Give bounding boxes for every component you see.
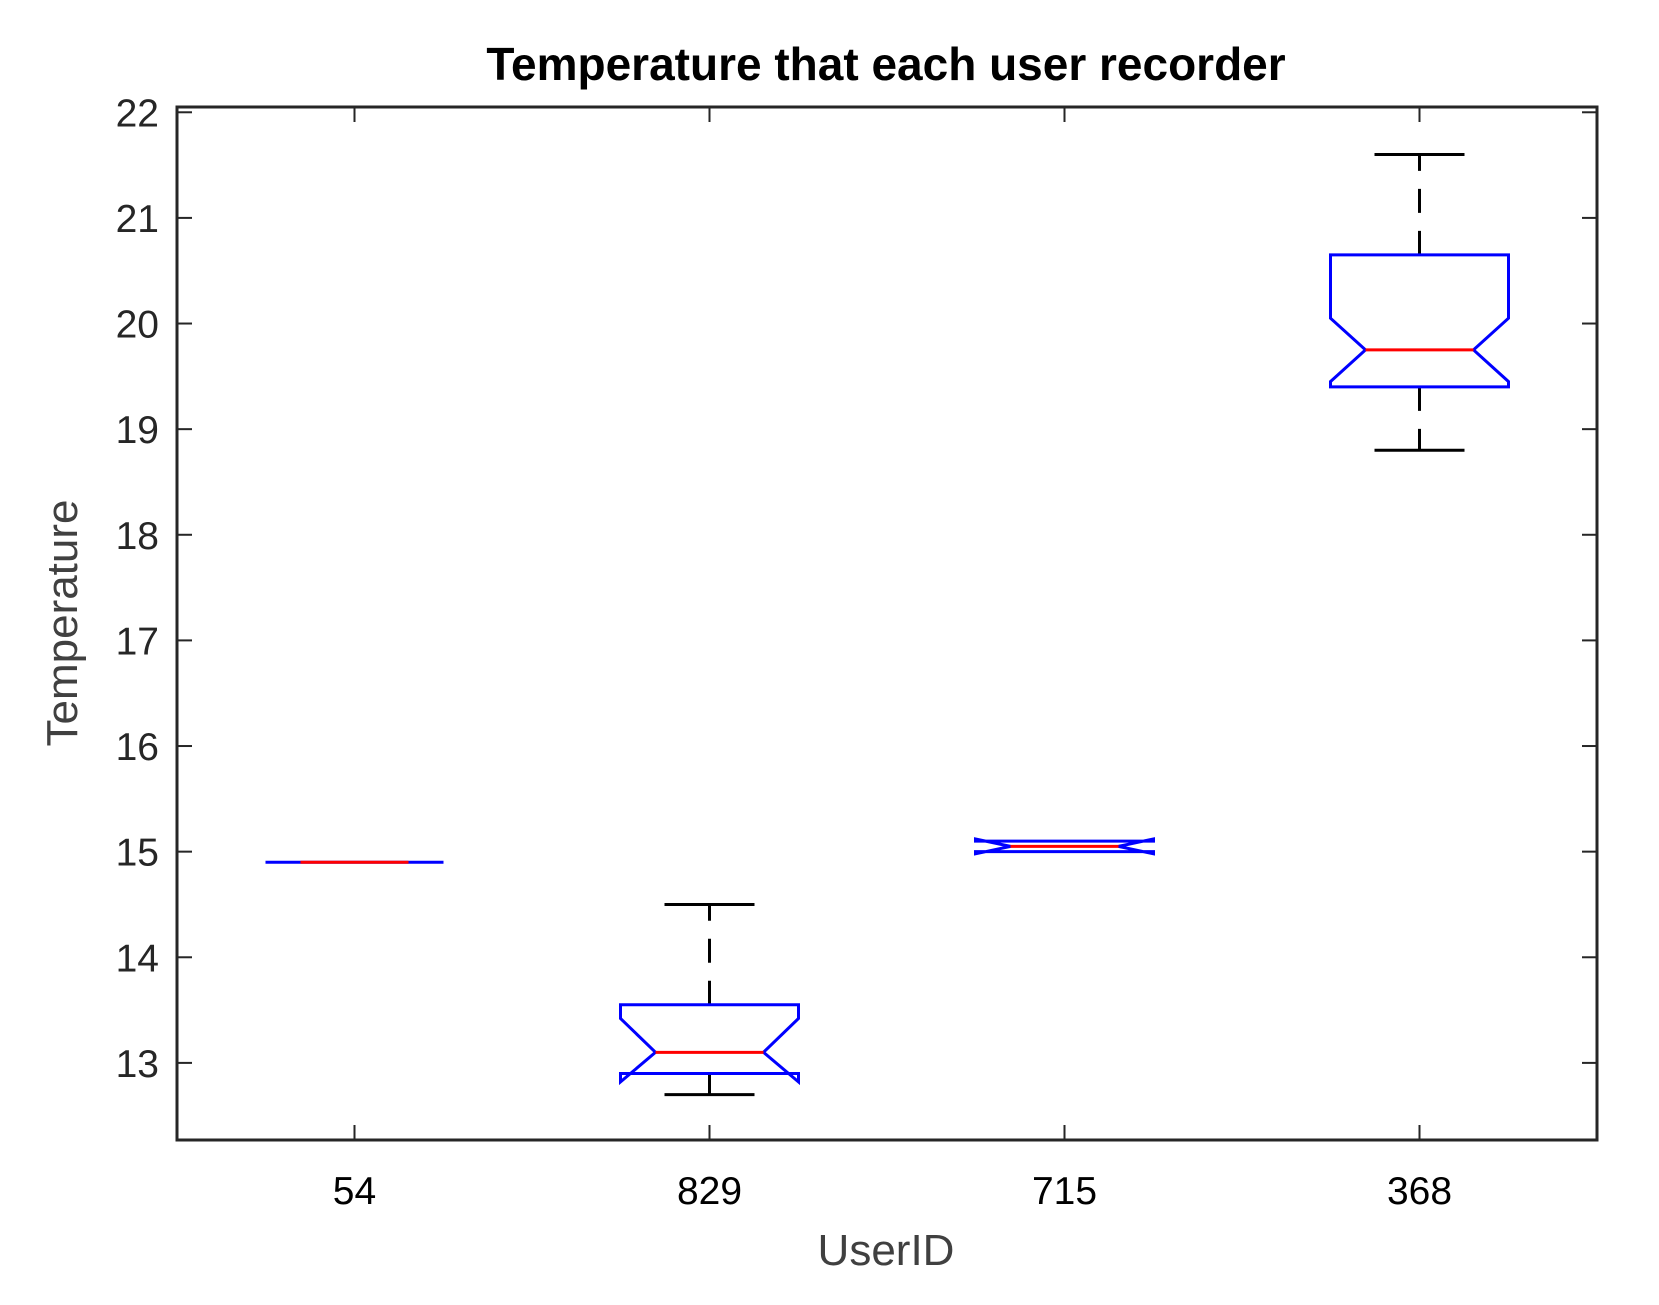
y-tick-label: 17 xyxy=(116,620,159,663)
x-tick-label: 368 xyxy=(1387,1170,1452,1213)
x-axis-label: UserID xyxy=(818,1226,955,1275)
x-tick-label: 54 xyxy=(333,1170,376,1213)
y-tick-label: 15 xyxy=(116,832,159,875)
y-axis-label: Temperature xyxy=(38,499,87,746)
box-outline xyxy=(974,837,1155,856)
box-715 xyxy=(974,837,1155,856)
y-tick-label: 19 xyxy=(116,409,159,452)
box-829 xyxy=(619,902,800,1097)
y-tick-label: 14 xyxy=(116,937,159,980)
y-tick-label: 16 xyxy=(116,726,159,769)
box-outline xyxy=(619,1003,800,1086)
plot-area: 13 14 15 16 17 18 19 20 21 22 54 829 715 368 xyxy=(116,92,1599,1213)
y-tick-label: 21 xyxy=(116,198,159,241)
box-outline xyxy=(1329,253,1510,389)
box-368 xyxy=(1329,153,1510,452)
x-tick-label: 715 xyxy=(1032,1170,1097,1213)
y-tick-label: 18 xyxy=(116,515,159,558)
chart-title: Temperature that each user recorder xyxy=(486,38,1285,90)
x-tick-label: 829 xyxy=(677,1170,742,1213)
y-tick-label: 22 xyxy=(116,92,159,135)
y-tick-label: 13 xyxy=(116,1043,159,1086)
y-tick-label: 20 xyxy=(116,304,159,347)
axes-frame xyxy=(175,105,1599,1142)
